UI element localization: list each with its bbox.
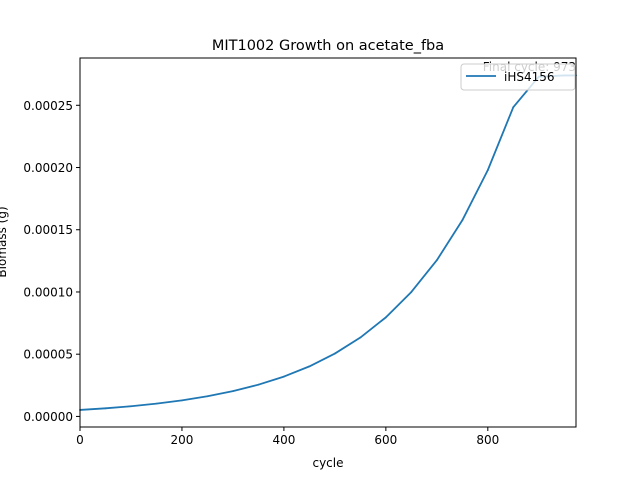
y-tick-label: 0.00015: [23, 223, 73, 237]
data-point: [384, 316, 387, 319]
x-axis-label: cycle: [312, 456, 343, 470]
x-axis-ticks: 0 200 400 600 800: [76, 427, 499, 447]
chart-title: MIT1002 Growth on acetate_fba: [212, 38, 444, 54]
series-layer: [79, 74, 577, 411]
data-point: [257, 383, 260, 386]
legend-label-ihs4156: iHS4156: [504, 70, 555, 84]
data-point: [486, 169, 489, 172]
series-line-ihs4156: [79, 74, 576, 411]
data-point: [283, 375, 285, 378]
data-point: [410, 291, 413, 293]
data-point: [512, 106, 515, 109]
data-point: [435, 259, 438, 262]
legend: iHS4156: [460, 63, 576, 91]
data-point: [461, 219, 464, 222]
legend-box: [460, 63, 576, 91]
y-tick-label: 0.00000: [23, 410, 73, 424]
x-tick-label: 800: [476, 433, 499, 447]
data-point: [206, 395, 209, 398]
plot-area: [79, 57, 577, 428]
y-tick-label: 0.00025: [23, 99, 73, 113]
data-point: [104, 407, 107, 410]
y-tick-label: 0.00005: [23, 348, 73, 362]
x-tick-label: 600: [374, 433, 397, 447]
data-point: [333, 352, 336, 355]
data-point: [232, 390, 234, 393]
y-axis-ticks: 0.00000 0.00005 0.00010 0.00015 0.00020 0.000…: [23, 99, 80, 424]
y-tick-label: 0.00010: [23, 285, 73, 299]
x-tick-label: 0: [76, 433, 84, 447]
x-tick-label: 400: [272, 433, 295, 447]
data-point: [359, 336, 362, 339]
data-point: [308, 365, 311, 368]
data-point: [130, 405, 132, 408]
axes-frame: [79, 57, 577, 428]
data-point: [155, 402, 158, 405]
y-tick-label: 0.00020: [23, 161, 73, 175]
data-point: [181, 399, 183, 402]
x-tick-label: 200: [170, 433, 193, 447]
y-axis-label: Biomass (g): [0, 206, 9, 277]
